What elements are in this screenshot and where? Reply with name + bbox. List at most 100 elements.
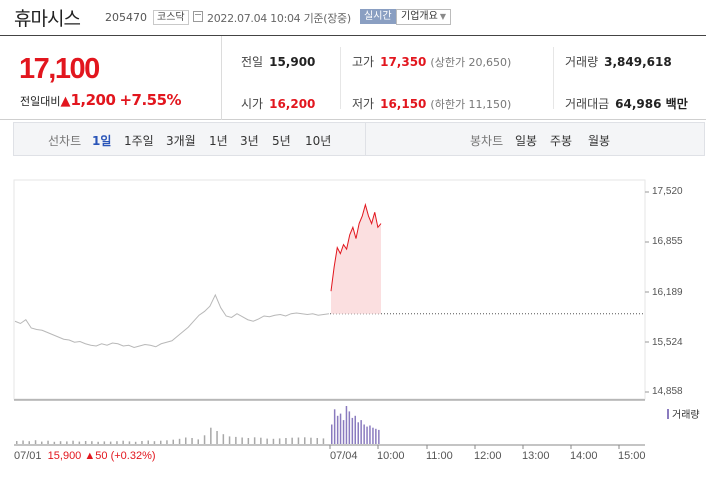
volume-bar [253,437,256,444]
tab-weekly-candle[interactable]: 주봉 [550,134,573,148]
change-amount: 1,200 [70,91,116,109]
realtime-button[interactable]: 실시간 [360,9,396,24]
volume-bar [375,428,377,444]
volume-bar [53,441,56,444]
lower-limit: (하한가 11,150) [430,98,512,111]
tab-1week[interactable]: 1주일 [124,134,154,148]
y-tick-label: 17,520 [652,186,683,197]
stock-name: 휴마시스 [14,8,81,30]
volume-bar [331,424,333,444]
chevron-down-icon: ▼ [439,12,446,21]
price-change: 전일대비▲1,200 +7.55% [20,91,182,109]
tab-1day[interactable]: 1일 [92,134,112,148]
volume-bar [185,437,187,444]
volume-bar [285,438,287,444]
y-tick-label: 14,858 [652,386,683,397]
volume-bar [342,420,345,444]
volume-bar [272,438,275,444]
volume-bar [339,413,342,444]
volume-bar [66,441,68,444]
line-chart-label: 선차트 [48,134,82,148]
volume-bar [203,435,206,444]
current-price-panel: 17,100 전일대비▲1,200 +7.55% [0,36,222,120]
volume-bar [304,437,306,444]
x-tick-label: 12:00 [474,450,502,462]
high: 고가 17,350 (상한가 20,650) [352,53,511,70]
company-info-label: 기업개요 [401,11,438,22]
volume-legend-label: 거래량 [672,410,700,421]
chart-canvas [13,179,649,449]
volume-bar [260,437,262,444]
volume-bar [235,436,237,444]
tab-1year[interactable]: 1년 [209,134,228,148]
footer-change: 50 [95,450,108,462]
tab-3month[interactable]: 3개월 [166,134,196,148]
x-tick-label: 10:00 [377,450,405,462]
volume-bar [166,440,168,444]
change-label: 전일대비 [20,95,61,108]
chart-tabs: 선차트 1일 1주일 3개월 1년 3년 5년 10년 봉차트 일봉 주봉 월봉 [13,122,705,156]
tab-daily-candle[interactable]: 일봉 [515,134,538,148]
volume-bar [297,437,300,444]
volume-bar [134,441,137,444]
footer-arrow: ▲ [84,450,96,462]
price-chart: 17,520 16,855 16,189 15,524 14,858 거래량 0… [0,160,706,479]
volume-bar [172,439,174,444]
volume-bar [366,426,368,444]
tab-5year[interactable]: 5년 [272,134,291,148]
volume-bar [72,440,74,444]
prev-close-value: 15,900 [269,55,316,69]
volume-bar [228,436,231,444]
volume-value: 3,849,618 [604,55,672,69]
volume-bar [197,439,199,444]
tab-monthly-candle[interactable]: 월봉 [588,134,611,148]
volume-bar [360,420,362,444]
company-info-button[interactable]: 기업개요 ▼ [396,9,451,25]
footer-pct: (+0.32%) [110,450,156,462]
x-tick-label: 15:00 [618,450,646,462]
volume-bar [178,438,181,444]
tab-10year[interactable]: 10년 [305,134,332,148]
basis-time: 2022.07.04 10:04 기준(장중) [207,12,351,25]
calendar-icon [193,11,203,22]
volume-bar [348,411,351,444]
divider [553,47,554,109]
volume-bar [278,438,281,444]
volume-bar [354,415,356,444]
trade-value: 거래대금 64,986 백만 [565,95,688,112]
volume-bar [59,441,62,444]
open-value: 16,200 [269,97,316,111]
prev-close: 전일 15,900 [241,53,315,70]
series-line-today [330,202,382,292]
y-tick-label: 16,855 [652,236,683,247]
high-label: 고가 [352,55,375,69]
volume-bar [336,415,339,444]
volume-bar [363,424,365,444]
volume: 거래량 3,849,618 [565,53,672,70]
volume-bar [378,429,380,444]
plot-frame [13,179,646,400]
volume-bar [266,438,268,444]
volume-bar [210,427,212,444]
open: 시가 16,200 [241,95,315,112]
volume-bar [322,438,325,444]
x-tick-label: 13:00 [522,450,550,462]
volume-bar [153,441,156,444]
volume-bar [109,441,112,444]
change-percent: +7.55% [119,91,182,109]
market-badge: 코스닥 [153,10,189,25]
series-area-today [331,204,381,314]
volume-bar [122,440,124,444]
volume-bar [78,441,81,444]
volume-bar [128,441,131,444]
volume-bar [291,437,293,444]
volume-bar [22,440,24,444]
trade-value-amount: 64,986 백만 [615,97,688,111]
volume-bar [103,441,106,444]
x-tick-label: 14:00 [570,450,598,462]
tab-3year[interactable]: 3년 [240,134,259,148]
x-tick-label: 07/04 [330,450,358,462]
volume-bar [47,440,49,444]
stock-header: 휴마시스 205470 코스닥 2022.07.04 10:04 기준(장중) … [0,0,706,35]
open-label: 시가 [241,97,264,111]
